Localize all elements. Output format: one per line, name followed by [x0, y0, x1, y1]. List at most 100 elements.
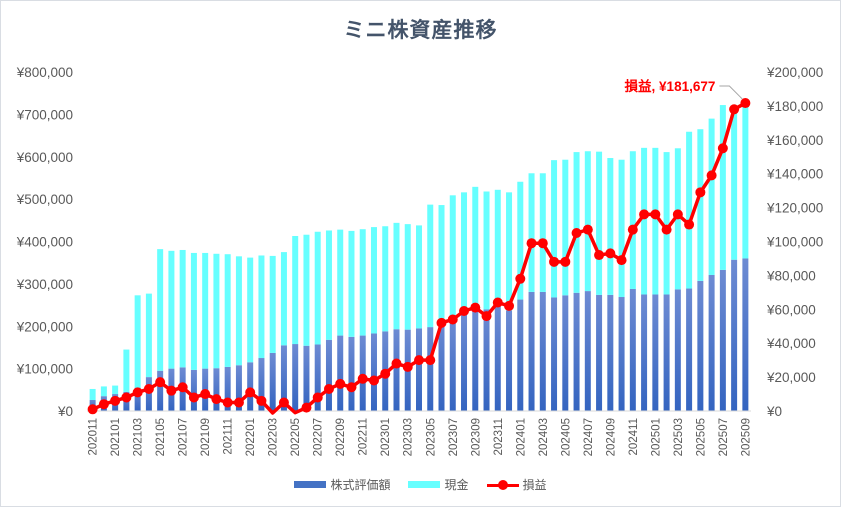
x-tick-label: 202301	[380, 418, 392, 456]
x-tick-label: 202207	[313, 418, 325, 456]
pl-point	[537, 238, 548, 249]
bar-cash	[494, 189, 501, 306]
pl-point	[616, 255, 627, 266]
bar-stock	[213, 368, 220, 411]
bar-stock	[224, 366, 231, 411]
bar-cash	[213, 253, 220, 369]
pl-point	[717, 143, 728, 154]
right-tick-label: ¥100,000	[766, 235, 823, 250]
bar-stock	[292, 344, 299, 411]
bar-cash	[337, 229, 344, 336]
x-tick-label: 202201	[245, 418, 257, 456]
pl-point	[650, 209, 661, 220]
bar-cash	[292, 235, 299, 345]
bar-cash	[370, 227, 377, 334]
bar-cash	[719, 105, 726, 270]
bar-stock	[596, 294, 603, 411]
bar-cash	[404, 224, 411, 330]
bar-cash	[89, 388, 96, 400]
bar-stock	[517, 299, 524, 411]
x-tick-label: 202303	[403, 418, 415, 456]
bar-cash	[686, 131, 693, 289]
bar-stock	[472, 310, 479, 411]
legend: 株式評価額 現金 損益	[0, 476, 841, 493]
x-tick-label: 202305	[425, 418, 437, 456]
bar-stock	[348, 336, 355, 411]
bar-cash	[393, 222, 400, 330]
pl-point	[627, 224, 638, 235]
pl-point	[391, 358, 402, 369]
bar-stock	[438, 319, 445, 411]
bar-cash	[708, 118, 715, 275]
bar-cash	[269, 255, 276, 353]
bar-stock	[494, 305, 501, 411]
bar-stock	[134, 387, 141, 411]
pl-point	[245, 387, 256, 398]
right-tick-label: ¥160,000	[766, 133, 823, 148]
pl-point	[211, 394, 222, 405]
bars	[89, 103, 749, 411]
pl-point	[188, 392, 199, 403]
legend-label-cash: 現金	[444, 478, 469, 492]
bar-cash	[100, 386, 107, 397]
legend-swatch-pl	[486, 479, 519, 490]
bar-stock	[641, 294, 648, 411]
x-tick-label: 202011	[88, 418, 100, 456]
bar-stock	[584, 291, 591, 411]
left-tick-label: ¥0	[57, 404, 73, 419]
bar-cash	[145, 293, 152, 378]
bar-cash	[438, 205, 445, 320]
pl-point	[414, 355, 424, 366]
bar-cash	[697, 129, 704, 281]
legend-label-stock: 株式評価額	[330, 478, 391, 492]
pl-point	[110, 395, 121, 406]
pl-point	[357, 373, 368, 384]
bar-cash	[224, 254, 231, 367]
x-tick-label: 202211	[358, 418, 370, 456]
bar-stock	[325, 339, 332, 411]
bar-cash	[416, 225, 422, 329]
pl-point	[98, 399, 109, 410]
x-tick-label: 202403	[538, 418, 550, 456]
bar-cash	[573, 152, 580, 293]
right-tick-label: ¥20,000	[766, 370, 816, 385]
x-tick-label: 202503	[673, 418, 685, 456]
pl-point	[684, 219, 695, 230]
bar-cash	[247, 257, 254, 363]
pl-point	[121, 392, 132, 403]
pl-point	[312, 392, 323, 403]
bar-stock	[370, 333, 377, 411]
legend-item-stock: 株式評価額	[294, 476, 390, 493]
pl-point	[380, 368, 391, 379]
left-tick-label: ¥400,000	[16, 235, 73, 250]
bar-cash	[506, 192, 513, 311]
pl-point	[87, 404, 98, 415]
bar-cash	[551, 160, 558, 298]
bar-cash	[528, 173, 535, 292]
pl-point	[729, 104, 740, 115]
bar-cash	[258, 255, 265, 359]
legend-swatch-cash	[408, 481, 441, 488]
bar-cash	[629, 151, 636, 289]
bar-cash	[134, 295, 141, 388]
left-tick-label: ¥100,000	[16, 362, 73, 377]
pl-point	[695, 187, 706, 198]
pl-point	[459, 305, 470, 316]
bar-stock	[539, 291, 546, 411]
bar-stock	[551, 297, 558, 411]
x-tick-label: 202203	[268, 418, 280, 456]
bar-stock	[483, 309, 490, 411]
annotation-label: 損益, ¥181,677	[625, 78, 716, 94]
bar-stock	[269, 352, 276, 411]
pl-point	[706, 170, 717, 181]
legend-swatch-stock	[294, 481, 327, 488]
bar-cash	[641, 147, 648, 295]
bar-cash	[731, 107, 738, 260]
bar-cash	[618, 159, 625, 298]
pl-point	[504, 300, 515, 311]
pl-point	[301, 402, 312, 413]
x-tick-label: 202107	[178, 418, 190, 456]
bar-cash	[461, 192, 468, 315]
x-tick-label: 202501	[650, 418, 662, 456]
left-tick-label: ¥500,000	[16, 192, 73, 207]
